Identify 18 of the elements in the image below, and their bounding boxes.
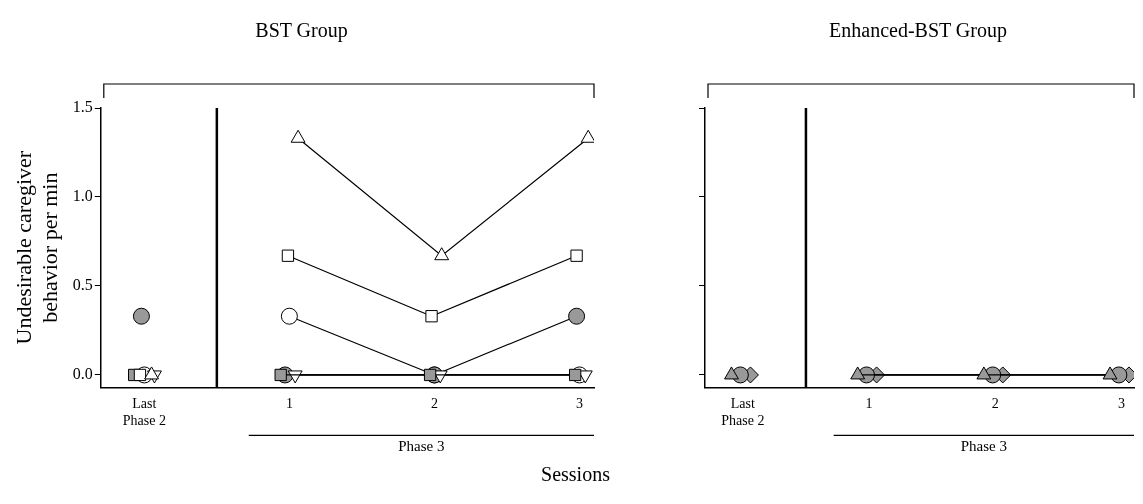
y-tick-label: 0.0: [72, 365, 93, 383]
y-tick-label: 1.5: [72, 98, 93, 116]
y-tick-label: 0.5: [72, 276, 93, 294]
chart-title: Enhanced-BST Group: [829, 19, 1007, 43]
x-tick-label: Last Phase 2: [721, 396, 765, 429]
x-tick-label: 2: [991, 396, 999, 412]
x-tick-label: 2: [430, 396, 438, 412]
x-tick-label: 1: [285, 396, 293, 412]
y-axis-title: Undesirable caregiver behavior per min: [10, 150, 63, 345]
x-tick-label: 1: [865, 396, 873, 412]
x-tick-label: Last Phase 2: [122, 396, 166, 429]
text: Phase 3: [398, 437, 445, 454]
x-axis-title: Sessions: [540, 463, 611, 486]
x-tick-label: 3: [575, 396, 583, 412]
y-tick-label: 1.0: [72, 187, 93, 205]
text: Phase 3: [960, 437, 1007, 454]
chart-title: BST Group: [255, 19, 348, 43]
x-tick-label: 3: [1117, 396, 1125, 412]
